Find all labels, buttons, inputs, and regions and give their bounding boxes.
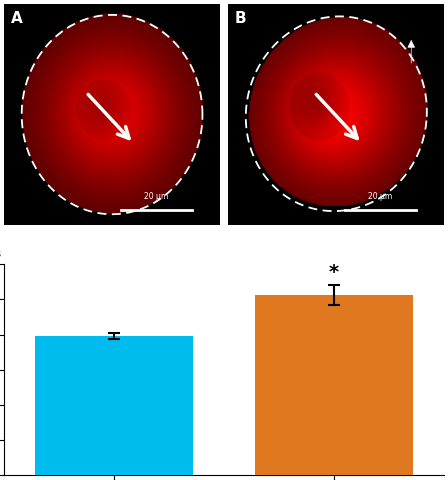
Text: A: A [11, 12, 23, 26]
Text: B: B [235, 12, 246, 26]
Text: *: * [329, 263, 339, 281]
Bar [255, 295, 413, 475]
Text: 20 μm: 20 μm [368, 192, 392, 201]
Text: Hundreds: Hundreds [0, 248, 1, 258]
Bar [35, 336, 193, 475]
Text: 20 μm: 20 μm [144, 192, 168, 201]
